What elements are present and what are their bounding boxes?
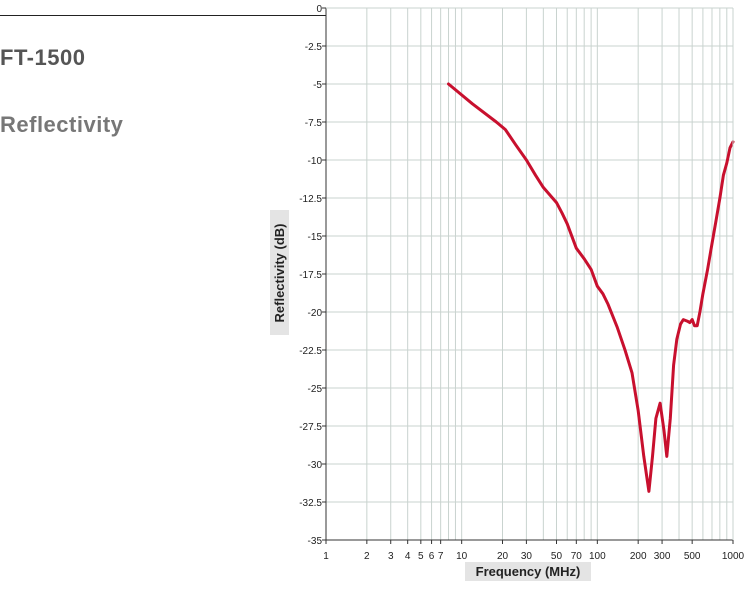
- x-axis-ticks: 1 2 3 4 5 6 7 10 20 30 50 70 100 200 300 500 1000: [323, 540, 745, 562]
- report-title: Reflectivity: [0, 112, 124, 137]
- grid-lines: [326, 8, 733, 540]
- x-tick-label: 200: [630, 551, 647, 562]
- x-tick-label: 3: [388, 551, 394, 562]
- y-tick-label: -17.5: [299, 270, 322, 281]
- x-tick-label: 300: [654, 551, 671, 562]
- y-tick-label: -35: [308, 536, 323, 547]
- x-tick-label: 1: [323, 551, 329, 562]
- y-tick-label: -32.5: [299, 498, 322, 509]
- y-tick-label: -20: [308, 308, 323, 319]
- y-tick-label: 0: [316, 4, 322, 15]
- x-tick-label: 7: [438, 551, 444, 562]
- x-axis-title-bg: [465, 562, 591, 581]
- x-tick-label: 100: [589, 551, 606, 562]
- y-tick-label: -30: [308, 460, 323, 471]
- x-tick-label: 500: [684, 551, 701, 562]
- y-tick-label: -2.5: [305, 42, 323, 53]
- x-tick-label: 4: [405, 551, 411, 562]
- reflectivity-series-line: [447, 82, 735, 493]
- x-tick-label: 5: [418, 551, 424, 562]
- report-header-panel: FT-1500 Reflectivity: [0, 0, 330, 595]
- y-tick-label: -25: [308, 384, 323, 395]
- y-tick-label: -22.5: [299, 346, 322, 357]
- y-tick-label: -15: [308, 232, 323, 243]
- y-axis-ticks: 0 -2.5 -5 -7.5 -10 -12.5 -15 -17.5 -20 -22.5 -25 -2…: [299, 4, 326, 547]
- x-tick-label: 70: [571, 551, 583, 562]
- y-tick-label: -27.5: [299, 422, 322, 433]
- y-tick-label: -12.5: [299, 194, 322, 205]
- y-axis-title: Reflectivity (dB): [272, 224, 287, 323]
- x-tick-label: 2: [364, 551, 370, 562]
- y-axis-title-bg: [270, 210, 289, 335]
- x-axis-title: Frequency (MHz): [476, 564, 581, 579]
- y-tick-label: -10: [308, 156, 323, 167]
- x-tick-label: 6: [429, 551, 435, 562]
- x-tick-label: 50: [551, 551, 563, 562]
- header-rule: [0, 15, 326, 16]
- x-tick-label: 10: [456, 551, 468, 562]
- x-tick-label: 1000: [722, 551, 745, 562]
- y-tick-label: -5: [313, 80, 322, 91]
- model-name: FT-1500: [0, 45, 86, 70]
- x-tick-label: 30: [521, 551, 533, 562]
- y-tick-label: -7.5: [305, 118, 323, 129]
- x-tick-label: 20: [497, 551, 509, 562]
